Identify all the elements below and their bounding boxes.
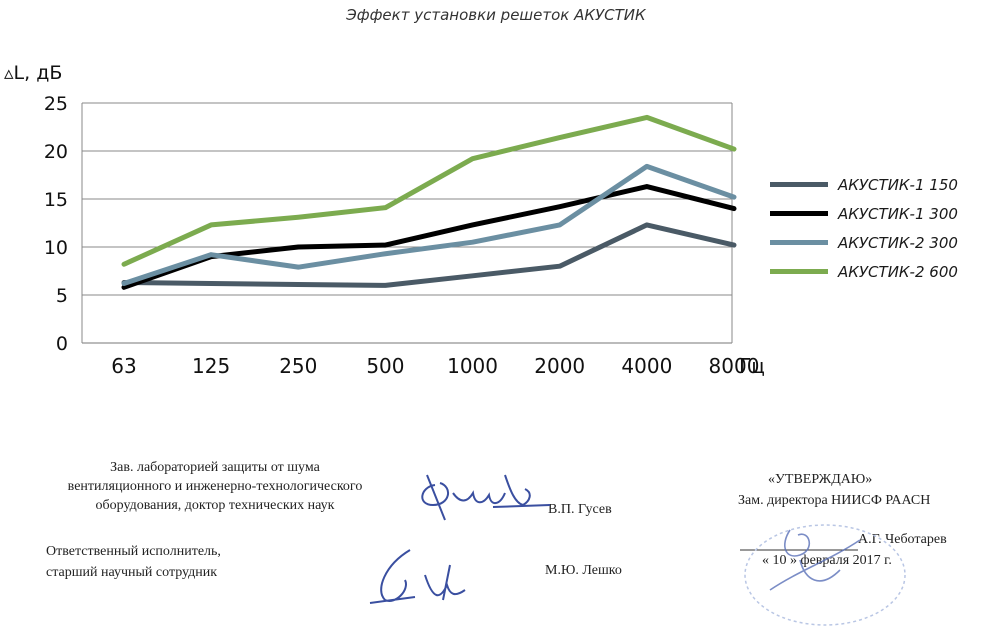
executor-block: Ответственный исполнитель, старший научн… [46,541,221,583]
y-tick-label: 5 [56,285,68,307]
x-tick-labels: 63 125 250 500 1000 2000 4000 8000 [111,354,759,378]
chart-legend: АКУСТИК-1 150 АКУСТИК-1 300 АКУСТИК-2 30… [770,170,958,286]
series-line [121,114,737,267]
legend-swatch [770,240,828,245]
legend-label: АКУСТИК-2 600 [838,262,958,281]
line-chart: 0 5 10 15 20 25 63 125 250 500 1000 2000 4000 8000 ▵… [4,62,765,378]
series-line [121,163,737,286]
executor-name: М.Ю. Лешко [545,563,622,578]
executor-line: старший научный сотрудник [46,565,218,580]
signature-leshko-icon [369,549,466,604]
x-tick-label: 2000 [534,354,585,378]
series-line [121,184,737,290]
x-tick-label: 8000 [709,354,760,378]
chart-grid [81,102,733,344]
lab-head-block: Зав. лабораторией защиты от шума вентиля… [20,458,410,515]
approve-name: А.Г. Чеботарев [858,532,947,547]
y-tick-labels: 0 5 10 15 20 25 [44,93,68,355]
legend-label: АКУСТИК-1 150 [838,175,958,194]
lab-head-name: В.П. Гусев [548,502,612,517]
series-lines [121,114,737,290]
x-tick-label: 500 [366,354,404,378]
legend-swatch [770,211,828,216]
y-tick-label: 15 [44,189,68,211]
y-tick-label: 20 [44,141,68,163]
approve-role: Зам. директора НИИСФ РААСН [738,493,931,508]
legend-item: АКУСТИК-2 600 [770,257,958,286]
x-tick-label: 1000 [447,354,498,378]
approve-title: «УТВЕРЖДАЮ» [768,472,873,487]
y-axis-label: ▵L, дБ [4,62,62,84]
lab-line: Зав. лабораторией защиты от шума [110,460,320,475]
y-tick-label: 0 [56,333,68,355]
legend-swatch [770,182,828,187]
x-tick-label: 125 [192,354,230,378]
x-tick-label: 4000 [621,354,672,378]
y-tick-label: 10 [44,237,68,259]
chart-title: Эффект установки решеток АКУСТИК [346,6,646,24]
legend-item: АКУСТИК-2 300 [770,228,958,257]
legend-item: АКУСТИК-1 150 [770,170,958,199]
legend-swatch [770,269,828,274]
signature-gusev-icon [421,474,551,521]
series-line [121,222,737,288]
x-tick-label: 250 [279,354,317,378]
legend-label: АКУСТИК-1 300 [838,204,958,223]
lab-line: вентиляционного и инженерно-технологичес… [67,479,363,494]
executor-line: Ответственный исполнитель, [46,544,221,559]
legend-item: АКУСТИК-1 300 [770,199,958,228]
y-tick-label: 25 [44,93,68,115]
x-axis-unit: Гц [739,354,765,378]
legend-label: АКУСТИК-2 300 [838,233,958,252]
stamp-seal-icon [744,524,906,626]
x-tick-label: 63 [111,354,136,378]
lab-line: оборудования, доктор технических наук [95,498,335,513]
signature-line [740,549,858,551]
